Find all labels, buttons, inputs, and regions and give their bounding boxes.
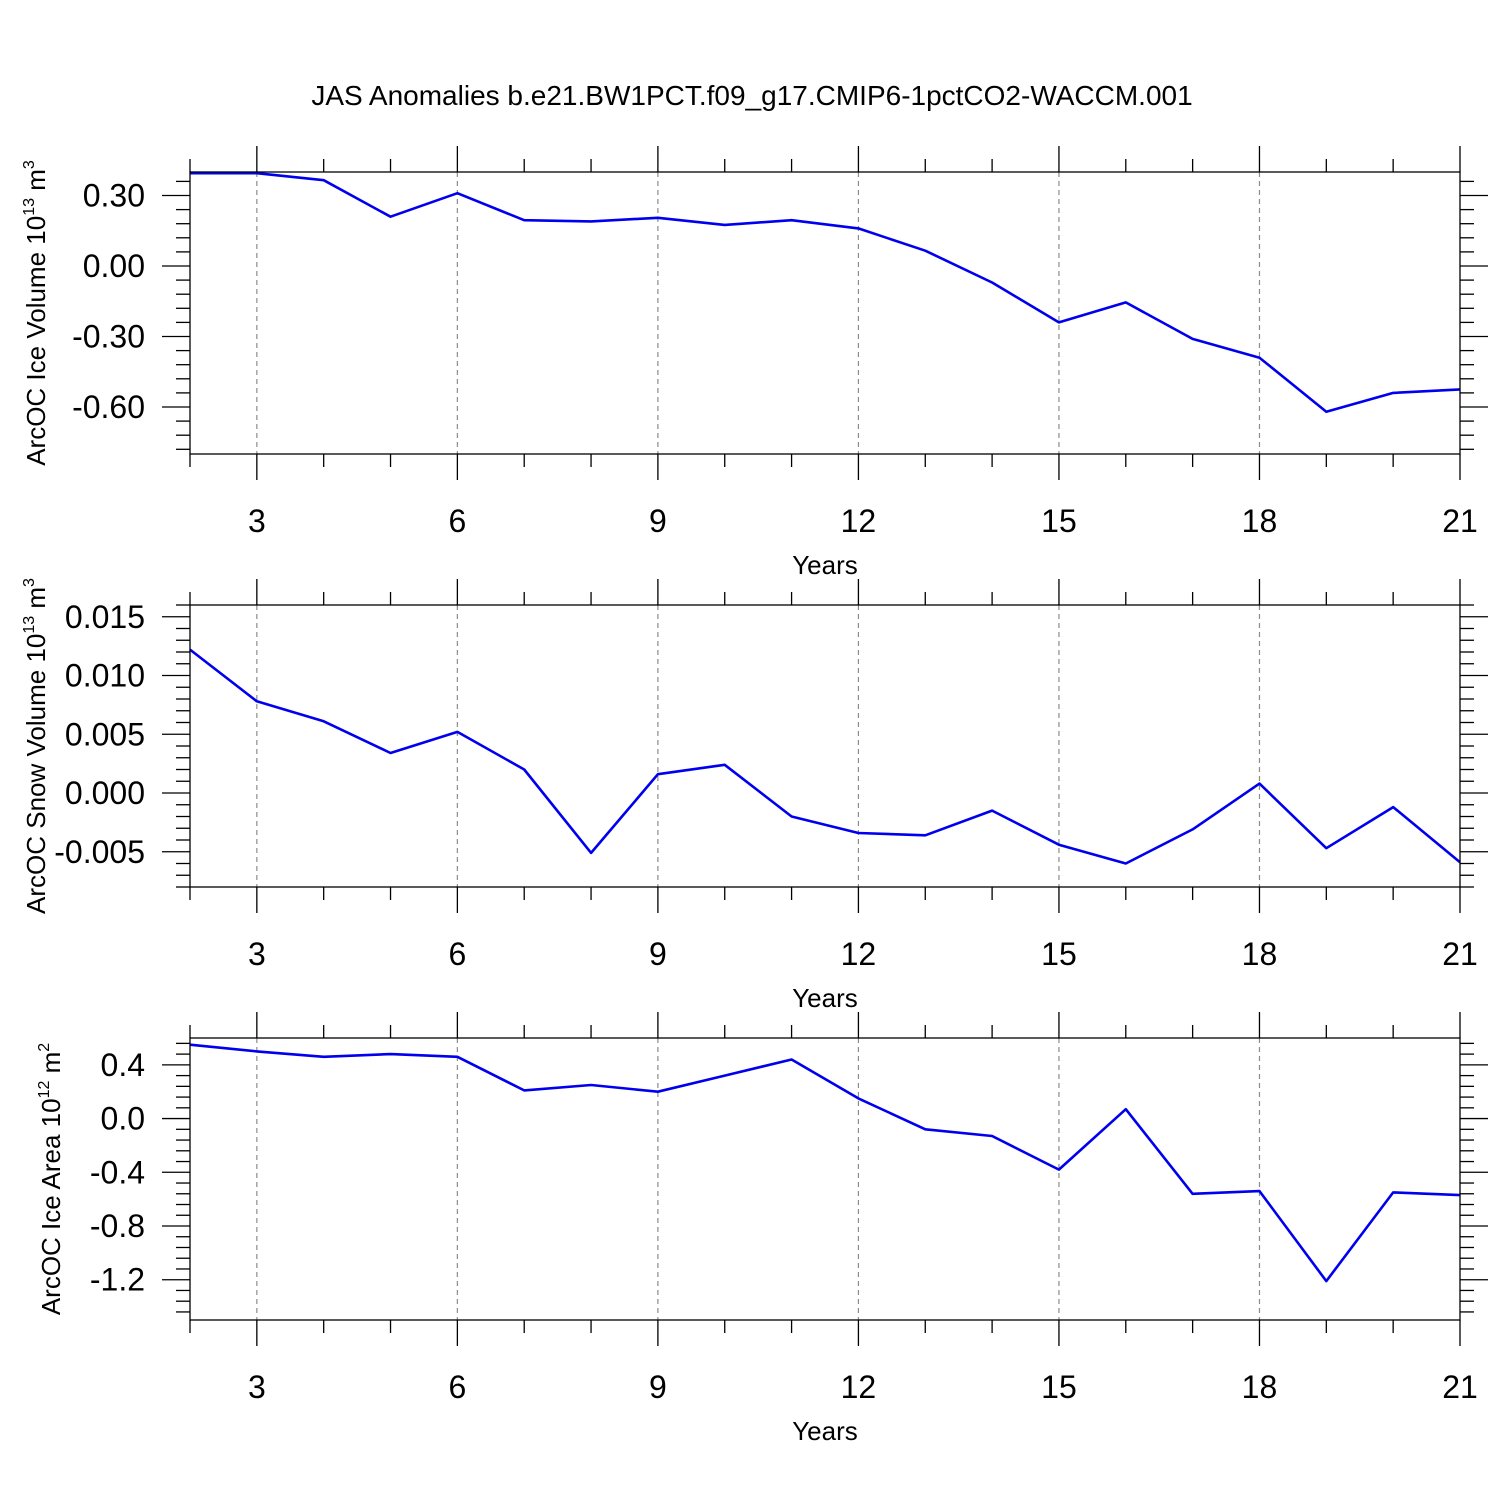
x-tick-label: 6 (448, 1369, 466, 1405)
series-line-1 (189, 1043, 1461, 1283)
panel-3: 0.4 0.0 -0.4 -0.8 -1.2 3 6 9 12 15 18 21 Years ArcOC … (36, 1012, 1488, 1446)
series-line-1 (189, 648, 1461, 865)
panels: 0.30 0.00 -0.30 -0.60 3 6 9 12 15 18 21 Years ArcOC … (21, 146, 1488, 1446)
x-tick-label: 12 (841, 936, 877, 972)
x-tick-label: 6 (448, 936, 466, 972)
plot-frame (189, 1037, 1461, 1321)
y-tick-label: 0.00 (83, 248, 145, 284)
panel-1: 0.30 0.00 -0.30 -0.60 3 6 9 12 15 18 21 Years ArcOC … (21, 146, 1488, 580)
y-axis-label: ArcOC Ice Area 1012 m2 (36, 1043, 66, 1315)
x-axis-label: Years (792, 1416, 858, 1446)
x-tick-label: 3 (248, 503, 266, 539)
x-tick-label: 9 (649, 1369, 667, 1405)
y-tick-label: 0.005 (65, 716, 145, 752)
series-line-1 (190, 171, 1461, 414)
y-tick-label: 0.010 (65, 658, 145, 694)
y-tick-label: -0.60 (72, 389, 145, 425)
y-axis-label: ArcOC Ice Volume 1013 m3 (21, 160, 51, 466)
y-tick-label: 0.000 (65, 775, 145, 811)
x-tick-label: 12 (841, 1369, 877, 1405)
y-tick-label: -1.2 (90, 1262, 145, 1298)
x-tick-label: 21 (1442, 503, 1478, 539)
x-tick-label: 21 (1442, 1369, 1478, 1405)
x-tick-label: 15 (1041, 503, 1077, 539)
x-tick-label: 15 (1041, 1369, 1077, 1405)
x-tick-label: 18 (1242, 503, 1278, 539)
x-tick-label: 9 (649, 503, 667, 539)
y-tick-label: 0.30 (83, 178, 145, 214)
y-tick-label: -0.30 (72, 319, 145, 355)
plot-frame (189, 604, 1461, 888)
plot-frame (189, 171, 1461, 455)
x-tick-label: 12 (841, 503, 877, 539)
y-tick-label: -0.4 (90, 1154, 145, 1190)
x-tick-label: 18 (1242, 936, 1278, 972)
x-tick-label: 6 (448, 503, 466, 539)
y-axis-label: ArcOC Snow Volume 1013 m3 (21, 578, 51, 914)
panel-2: 0.015 0.010 0.005 0.000 -0.005 3 6 9 12 15 18 21 Yea… (21, 578, 1488, 1013)
x-tick-label: 9 (649, 936, 667, 972)
y-tick-label: 0.4 (101, 1047, 145, 1083)
y-tick-label: 0.015 (65, 599, 145, 635)
y-tick-label: -0.005 (54, 834, 145, 870)
y-tick-label: 0.0 (101, 1101, 145, 1137)
x-tick-label: 21 (1442, 936, 1478, 972)
y-tick-label: -0.8 (90, 1208, 145, 1244)
x-tick-label: 3 (248, 936, 266, 972)
figure-title: JAS Anomalies b.e21.BW1PCT.f09_g17.CMIP6… (311, 80, 1192, 111)
x-tick-label: 3 (248, 1369, 266, 1405)
x-tick-label: 15 (1041, 936, 1077, 972)
x-axis-label: Years (792, 983, 858, 1013)
x-axis-label: Years (792, 550, 858, 580)
x-tick-label: 18 (1242, 1369, 1278, 1405)
